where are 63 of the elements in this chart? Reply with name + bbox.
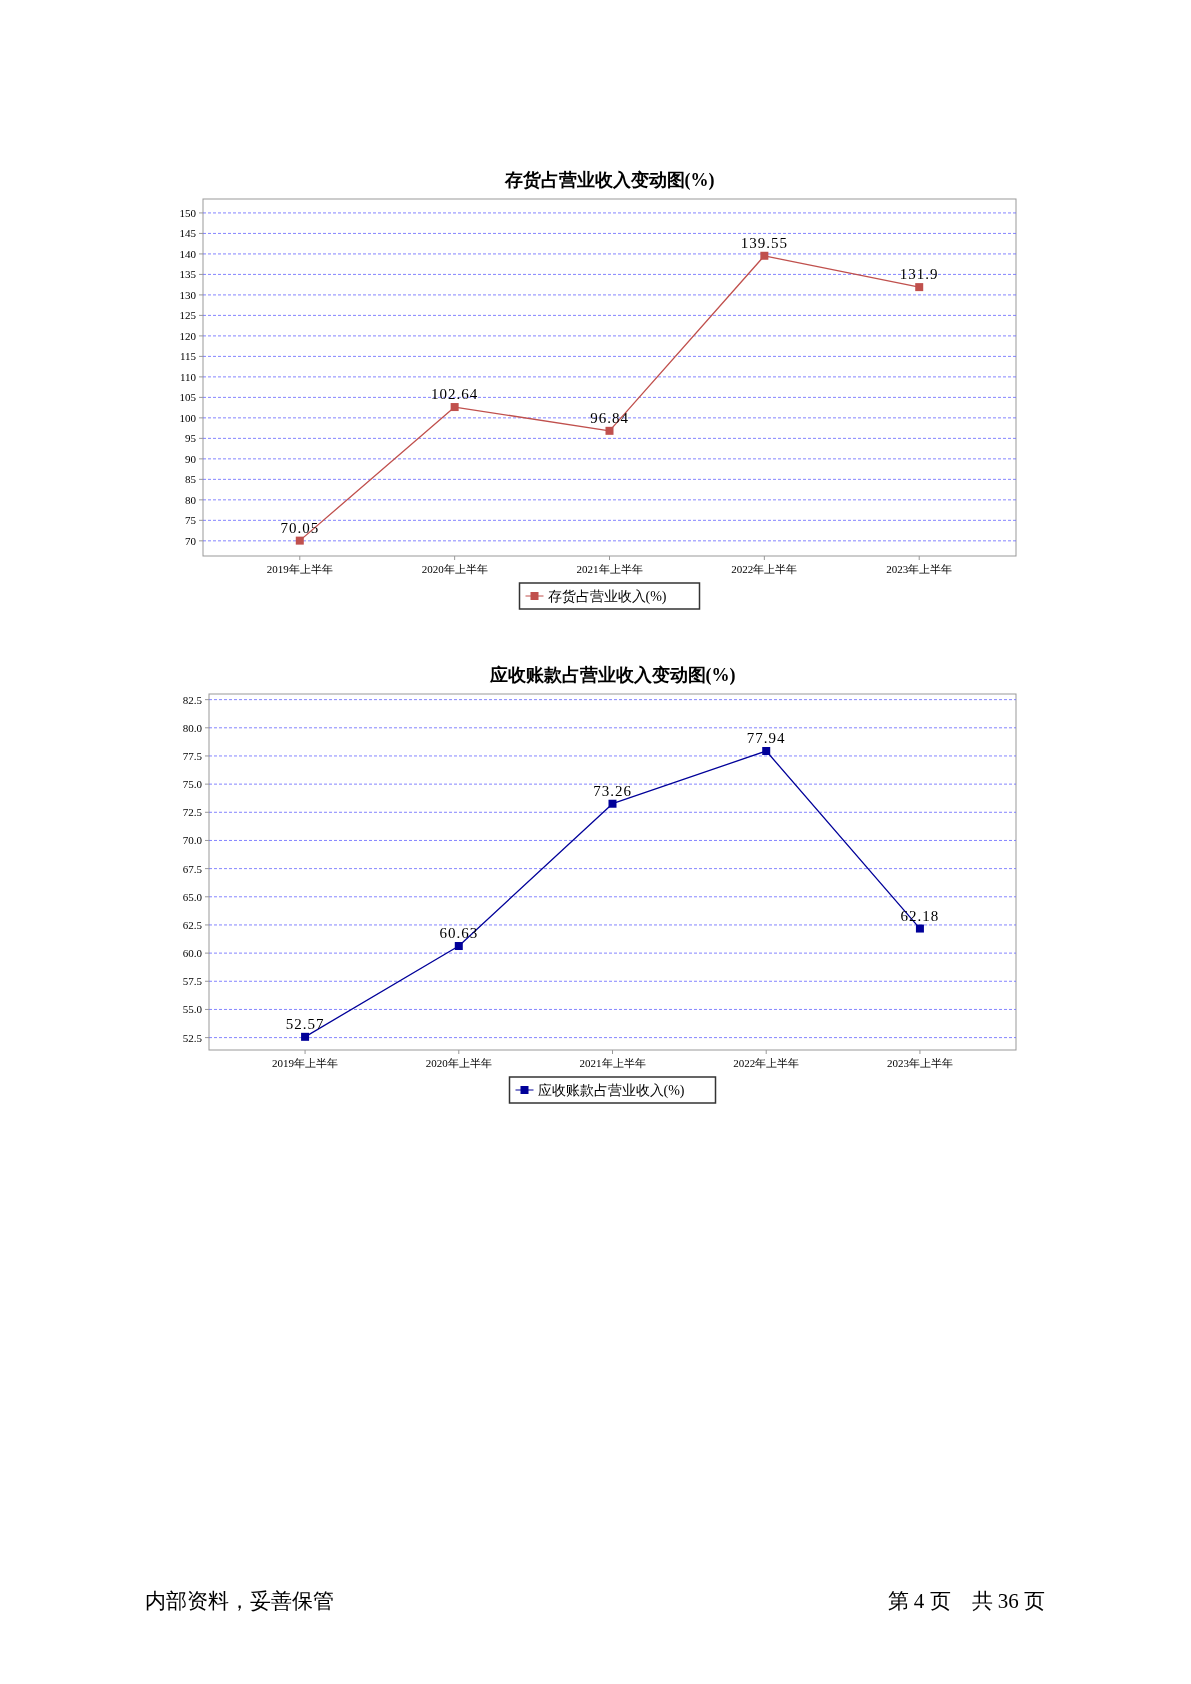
- point: [915, 283, 924, 292]
- y-tick-label: 77.5: [182, 749, 203, 762]
- x-tick-label: 2023年上半年: [886, 1057, 953, 1069]
- y-tick-label: 95: [185, 432, 197, 445]
- y-tick-label: 110: [179, 370, 197, 383]
- x-tick-label: 2021年上半年: [576, 563, 643, 575]
- y-tick-label: 62.5: [182, 918, 203, 931]
- data-label: 102.64: [431, 386, 479, 403]
- y-tick-label: 67.5: [182, 862, 203, 875]
- text: 内部资料，妥善保管: [145, 1589, 334, 1613]
- point: [608, 799, 617, 808]
- y-tick-label: 70: [185, 534, 197, 547]
- point: [762, 747, 771, 756]
- data-label: 52.57: [285, 1015, 325, 1032]
- x-tick-label: 2023年上半年: [886, 563, 953, 575]
- data-label: 73.26: [593, 782, 632, 799]
- point: [450, 403, 459, 412]
- y-tick-label: 145: [179, 227, 197, 240]
- point: [605, 426, 614, 435]
- y-tick-label: 57.5: [182, 975, 203, 988]
- point: [915, 924, 924, 933]
- text: 第 4 页 共 36 页: [887, 1589, 1045, 1613]
- y-tick-label: 72.5: [182, 806, 203, 819]
- y-tick-label: 82.5: [182, 693, 203, 706]
- y-tick-label: 105: [179, 391, 197, 404]
- y-tick-label: 90: [185, 452, 197, 465]
- legend-label: 存货占营业收入(%): [547, 589, 667, 605]
- x-tick-label: 2022年上半年: [731, 563, 798, 575]
- y-tick-label: 70.0: [182, 834, 203, 847]
- x-tick-label: 2021年上半年: [579, 1057, 646, 1069]
- y-tick-label: 80.0: [182, 721, 203, 734]
- x-tick-label: 2019年上半年: [272, 1057, 339, 1069]
- x-tick-label: 2020年上半年: [425, 1057, 492, 1069]
- y-tick-label: 100: [179, 411, 197, 424]
- y-tick-label: 60.0: [182, 947, 203, 960]
- point: [301, 1032, 310, 1041]
- y-tick-label: 80: [185, 493, 197, 506]
- data-label: 77.94: [746, 730, 786, 747]
- y-tick-label: 65.0: [182, 890, 203, 903]
- x-tick-label: 2020年上半年: [421, 563, 488, 575]
- y-tick-label: 125: [179, 309, 197, 322]
- y-tick-label: 115: [179, 350, 197, 363]
- y-tick-label: 120: [179, 329, 197, 342]
- y-tick-label: 75.0: [182, 778, 203, 791]
- x-tick-label: 2019年上半年: [266, 563, 333, 575]
- y-tick-label: 130: [179, 288, 197, 301]
- y-tick-label: 55.0: [182, 1003, 203, 1016]
- chart-title: 应收账款占营业收入变动图(%): [488, 665, 736, 686]
- data-label: 139.55: [740, 234, 788, 251]
- point: [760, 251, 769, 260]
- y-tick-label: 140: [179, 247, 197, 260]
- data-label: 131.9: [899, 266, 939, 283]
- legend-label: 应收账款占营业收入(%): [537, 1083, 685, 1099]
- data-label: 70.05: [280, 519, 320, 536]
- x-tick-label: 2022年上半年: [733, 1057, 800, 1069]
- chart-title: 存货占营业收入变动图(%): [503, 170, 715, 191]
- y-tick-label: 75: [185, 514, 197, 527]
- y-tick-label: 135: [179, 268, 197, 281]
- y-tick-label: 150: [179, 206, 197, 219]
- point: [454, 942, 463, 951]
- y-tick-label: 52.5: [182, 1031, 203, 1044]
- y-tick-label: 85: [185, 473, 197, 486]
- point: [295, 536, 304, 545]
